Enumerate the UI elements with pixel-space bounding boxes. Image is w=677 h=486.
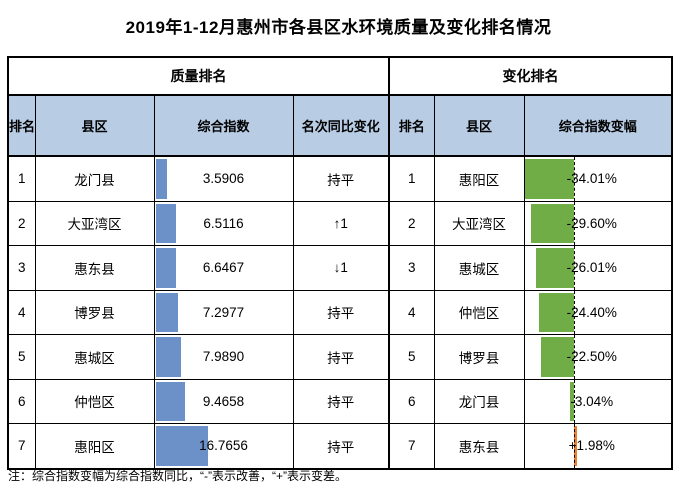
change-axis-line xyxy=(574,290,576,334)
quality-rank-change: 持平 xyxy=(292,155,390,202)
quality-rank-change: 持平 xyxy=(292,334,390,380)
change-district: 惠阳区 xyxy=(433,155,525,202)
table-row: 5 惠城区 7.9890 持平 5 博罗县 -22.50% xyxy=(7,334,673,380)
quality-index-value: 7.2977 xyxy=(202,304,245,320)
quality-district: 龙门县 xyxy=(34,155,155,202)
col-header-change-district: 县区 xyxy=(433,94,525,157)
col-header-change-rank: 排名 xyxy=(388,94,435,157)
change-district: 龙门县 xyxy=(433,378,525,424)
change-value: +1.98% xyxy=(568,438,615,454)
quality-rank-change: ↑1 xyxy=(292,200,390,246)
change-axis-line xyxy=(574,335,576,379)
col-header-change-value: 综合指数变幅 xyxy=(523,94,673,157)
group-header-row: 质量排名 变化排名 xyxy=(7,56,673,96)
quality-district: 大亚湾区 xyxy=(34,200,155,246)
change-data-bar xyxy=(574,426,578,466)
change-data-bar xyxy=(530,203,575,243)
change-rank: 2 xyxy=(388,200,435,246)
change-axis-line xyxy=(574,379,576,423)
footnote: 注：综合指数变幅为综合指数同比，“-”表示改善，“+”表示变差。 xyxy=(8,469,347,483)
quality-data-bar xyxy=(155,248,177,288)
quality-district: 博罗县 xyxy=(34,289,155,335)
change-district: 惠东县 xyxy=(433,423,525,469)
change-data-bar xyxy=(536,248,575,288)
quality-data-bar xyxy=(155,426,209,466)
group-header-change: 变化排名 xyxy=(387,56,673,96)
change-axis-line xyxy=(574,424,576,468)
quality-rank: 4 xyxy=(7,289,36,335)
quality-index-value: 16.7656 xyxy=(199,438,248,454)
quality-rank: 5 xyxy=(7,334,36,380)
quality-data-bar xyxy=(155,292,179,332)
quality-rank: 3 xyxy=(7,245,36,291)
quality-district: 仲恺区 xyxy=(34,378,155,424)
change-axis-line xyxy=(574,246,576,290)
change-data-bar xyxy=(538,292,575,332)
change-district: 惠城区 xyxy=(433,245,525,291)
quality-rank-change: 持平 xyxy=(292,423,390,469)
table-row: 4 博罗县 7.2977 持平 4 仲恺区 -24.40% xyxy=(7,289,673,335)
change-district: 博罗县 xyxy=(433,334,525,380)
quality-index-value: 6.5116 xyxy=(203,215,244,231)
change-value: -3.04% xyxy=(570,393,614,409)
change-data-bar xyxy=(541,337,575,377)
change-axis-line xyxy=(574,201,576,245)
quality-data-bar xyxy=(155,159,167,199)
change-axis-line xyxy=(574,157,576,200)
change-rank: 1 xyxy=(388,155,435,202)
group-header-quality: 质量排名 xyxy=(7,56,390,96)
quality-index-value: 7.9890 xyxy=(202,349,245,365)
quality-index-value: 9.4658 xyxy=(202,393,245,409)
col-header-quality-change: 名次同比变化 xyxy=(292,94,390,157)
change-value: -22.50% xyxy=(566,349,617,365)
ranking-table: 质量排名 变化排名 排名 县区 综合指数 名次同比变化 排名 县区 综合指数变幅… xyxy=(7,56,674,470)
quality-rank-change: ↓1 xyxy=(292,245,390,291)
column-header-row: 排名 县区 综合指数 名次同比变化 排名 县区 综合指数变幅 xyxy=(7,94,673,157)
change-district: 大亚湾区 xyxy=(433,200,525,246)
quality-data-bar xyxy=(155,337,181,377)
change-rank: 7 xyxy=(388,423,435,469)
change-rank: 5 xyxy=(388,334,435,380)
change-district: 仲恺区 xyxy=(433,289,525,335)
quality-rank-change: 持平 xyxy=(292,289,390,335)
quality-rank: 6 xyxy=(7,378,36,424)
change-value: -34.01% xyxy=(566,171,617,187)
table-row: 1 龙门县 3.5906 持平 1 惠阳区 -34.01% xyxy=(7,155,673,202)
quality-rank: 1 xyxy=(7,155,36,202)
quality-index-value: 3.5906 xyxy=(202,171,245,187)
quality-rank: 7 xyxy=(7,423,36,469)
change-value: -26.01% xyxy=(566,260,617,276)
table-row: 2 大亚湾区 6.5116 ↑1 2 大亚湾区 -29.60% xyxy=(7,200,673,246)
quality-rank-change: 持平 xyxy=(292,378,390,424)
col-header-quality-district: 县区 xyxy=(34,94,155,157)
quality-data-bar xyxy=(155,203,176,243)
table-row: 3 惠东县 6.6467 ↓1 3 惠城区 -26.01% xyxy=(7,245,673,291)
change-data-bar xyxy=(525,159,575,199)
col-header-quality-index: 综合指数 xyxy=(153,94,294,157)
change-rank: 3 xyxy=(388,245,435,291)
quality-index-value: 6.6467 xyxy=(202,260,245,276)
quality-district: 惠城区 xyxy=(34,334,155,380)
table-row: 6 仲恺区 9.4658 持平 6 龙门县 -3.04% xyxy=(7,378,673,424)
change-value: -29.60% xyxy=(566,215,617,231)
page-title: 2019年1-12月惠州市各县区水环境质量及变化排名情况 xyxy=(125,18,552,37)
quality-district: 惠阳区 xyxy=(34,423,155,469)
change-rank: 4 xyxy=(388,289,435,335)
change-value: -24.40% xyxy=(566,304,617,320)
change-rank: 6 xyxy=(388,378,435,424)
quality-data-bar xyxy=(155,381,186,421)
quality-rank: 2 xyxy=(7,200,36,246)
quality-district: 惠东县 xyxy=(34,245,155,291)
table-row: 7 惠阳区 16.7656 持平 7 惠东县 +1.98% xyxy=(7,423,673,469)
col-header-quality-rank: 排名 xyxy=(7,94,36,157)
change-data-bar xyxy=(569,381,575,421)
